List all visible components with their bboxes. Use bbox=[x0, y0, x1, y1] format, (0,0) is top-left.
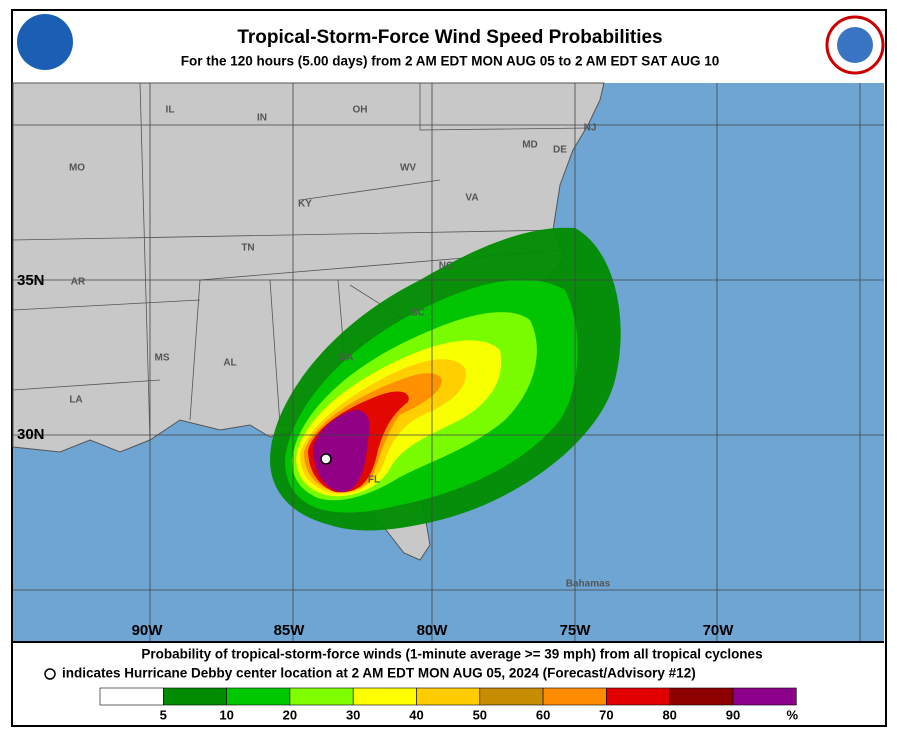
place-label: AL bbox=[223, 358, 236, 369]
place-label: SC bbox=[411, 308, 425, 319]
place-label: DE bbox=[553, 145, 567, 156]
legend-tick-label: 10 bbox=[219, 707, 233, 722]
storm-center-key bbox=[44, 668, 56, 680]
legend-tick-label: 70 bbox=[599, 707, 613, 722]
place-label: IL bbox=[166, 105, 175, 116]
legend-swatch bbox=[289, 687, 354, 706]
legend-tick-label: 80 bbox=[662, 707, 676, 722]
legend-tick-label: 90 bbox=[726, 707, 740, 722]
longitude-label: 80W bbox=[417, 622, 449, 639]
legend-tick-label: 30 bbox=[346, 707, 360, 722]
place-label: KY bbox=[298, 199, 312, 210]
legend-unit: % bbox=[787, 707, 799, 722]
place-label: WV bbox=[400, 163, 416, 174]
place-label: LA bbox=[69, 395, 82, 406]
subtitle: For the 120 hours (5.00 days) from 2 AM … bbox=[181, 54, 720, 69]
place-label: MD bbox=[522, 140, 538, 151]
place-label: MS bbox=[155, 353, 170, 364]
legend-swatch bbox=[606, 687, 671, 706]
place-label: AR bbox=[71, 277, 86, 288]
longitude-label: 75W bbox=[560, 622, 592, 639]
legend: 5 10 20 30 40 50 60 70 80 90% bbox=[99, 687, 799, 722]
footer-line2: indicates Hurricane Debby center locatio… bbox=[62, 666, 696, 681]
legend-tick-label: 20 bbox=[283, 707, 297, 722]
legend-swatch bbox=[669, 687, 734, 706]
footer-line1: Probability of tropical-storm-force wind… bbox=[141, 647, 762, 662]
nws-logo-inner bbox=[837, 27, 873, 63]
noaa-logo bbox=[17, 14, 73, 70]
legend-tick-label: 5 bbox=[160, 707, 167, 722]
legend-swatch bbox=[416, 687, 481, 706]
graticule bbox=[13, 83, 884, 642]
place-label: OH bbox=[353, 105, 368, 116]
legend-swatch bbox=[163, 687, 227, 706]
legend-tick-label: 60 bbox=[536, 707, 550, 722]
place-label: GA bbox=[339, 353, 354, 364]
storm-center bbox=[320, 453, 332, 465]
land bbox=[12, 82, 605, 561]
place-label: NC bbox=[439, 261, 453, 272]
latitude-label: 35N bbox=[17, 272, 45, 289]
place-label: IN bbox=[257, 113, 267, 124]
place-label: TN bbox=[241, 243, 254, 254]
legend-swatch bbox=[479, 687, 544, 706]
legend-tick-label: 40 bbox=[409, 707, 423, 722]
map: 90W 85W 80W 75W 70W 35N 30N IL IN OH MO WV KY VA TN NC A… bbox=[12, 82, 884, 642]
title: Tropical-Storm-Force Wind Speed Probabil… bbox=[237, 27, 662, 48]
place-label: MO bbox=[69, 163, 85, 174]
place-label: Bahamas bbox=[566, 579, 611, 590]
longitude-label: 70W bbox=[703, 622, 735, 639]
probability-contours bbox=[270, 227, 621, 531]
legend-swatch bbox=[226, 687, 291, 706]
longitude-label: 85W bbox=[274, 622, 306, 639]
legend-swatch bbox=[542, 687, 607, 706]
legend-swatch bbox=[352, 687, 417, 706]
place-label: VA bbox=[465, 193, 478, 204]
longitude-label: 90W bbox=[132, 622, 164, 639]
legend-tick-label: 50 bbox=[473, 707, 487, 722]
place-label: FL bbox=[368, 475, 380, 486]
legend-swatch bbox=[99, 687, 164, 706]
latitude-label: 30N bbox=[17, 426, 45, 443]
legend-swatch bbox=[732, 687, 797, 706]
place-label: NJ bbox=[584, 123, 597, 134]
